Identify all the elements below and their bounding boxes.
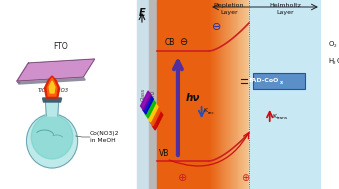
Bar	[239, 0, 240, 189]
Text: K: K	[273, 114, 277, 119]
Polygon shape	[141, 91, 151, 110]
Bar	[234, 0, 235, 189]
Bar	[236, 0, 237, 189]
Bar	[214, 0, 215, 189]
Polygon shape	[17, 77, 85, 84]
Polygon shape	[17, 59, 95, 81]
Bar	[215, 0, 216, 189]
Bar	[242, 0, 243, 189]
Bar	[137, 0, 148, 189]
Bar	[245, 0, 246, 189]
Bar	[212, 0, 213, 189]
Bar	[232, 0, 233, 189]
Bar	[224, 0, 225, 189]
Text: 2: 2	[333, 61, 336, 65]
Bar	[220, 0, 222, 189]
Bar	[235, 0, 236, 189]
Bar	[246, 0, 247, 189]
Text: VB: VB	[159, 149, 170, 158]
Text: Co(NO3)2: Co(NO3)2	[90, 130, 119, 136]
Bar	[227, 0, 228, 189]
Bar	[148, 0, 157, 189]
Text: FAD-CoO: FAD-CoO	[248, 77, 279, 83]
Text: Glass: Glass	[140, 88, 145, 101]
Polygon shape	[145, 99, 156, 118]
Polygon shape	[47, 78, 57, 96]
Bar	[226, 0, 227, 189]
Text: E: E	[139, 8, 145, 18]
Bar	[244, 0, 245, 189]
Bar	[217, 0, 218, 189]
Bar	[219, 0, 220, 189]
Bar	[157, 0, 209, 189]
Bar	[216, 0, 217, 189]
Bar	[229, 0, 230, 189]
Bar	[225, 0, 226, 189]
Bar	[223, 0, 224, 189]
Bar	[211, 0, 212, 189]
Text: O: O	[328, 41, 334, 47]
Text: trans: trans	[277, 116, 288, 120]
Polygon shape	[148, 103, 158, 122]
Polygon shape	[152, 111, 163, 130]
Bar	[209, 0, 210, 189]
Bar	[231, 0, 232, 189]
Text: H: H	[328, 58, 334, 64]
Bar	[233, 0, 234, 189]
Text: Depletion: Depletion	[214, 3, 244, 8]
Bar	[247, 0, 248, 189]
Polygon shape	[150, 107, 160, 126]
Text: ⊖: ⊖	[179, 37, 187, 47]
Bar	[210, 0, 211, 189]
Text: x: x	[280, 80, 283, 84]
Bar	[213, 0, 214, 189]
Bar	[243, 0, 244, 189]
Text: in MeOH: in MeOH	[90, 139, 116, 143]
Bar	[239, 0, 240, 189]
Bar	[248, 0, 249, 189]
Text: rec: rec	[207, 111, 214, 115]
Bar	[230, 0, 231, 189]
Bar	[222, 0, 223, 189]
Bar	[241, 0, 242, 189]
Text: FTO: FTO	[53, 42, 68, 51]
Polygon shape	[143, 95, 153, 114]
Bar	[238, 0, 239, 189]
Text: CB: CB	[165, 38, 175, 47]
Polygon shape	[49, 81, 55, 93]
Polygon shape	[44, 76, 60, 98]
Polygon shape	[17, 63, 30, 83]
Bar	[220, 0, 221, 189]
Circle shape	[26, 114, 78, 168]
Text: hν: hν	[185, 93, 200, 103]
Bar	[237, 0, 238, 189]
Bar	[249, 0, 339, 189]
Text: ⊕: ⊕	[241, 173, 249, 183]
Bar	[253, 73, 305, 89]
Text: Layer: Layer	[276, 10, 294, 15]
Text: O: O	[336, 58, 339, 64]
Text: TiO2/Fe2O3: TiO2/Fe2O3	[37, 87, 68, 92]
Text: FTO: FTO	[151, 90, 155, 99]
Circle shape	[31, 115, 73, 159]
Text: K: K	[203, 108, 207, 114]
Text: Layer: Layer	[220, 10, 238, 15]
Bar	[228, 0, 229, 189]
Bar	[221, 0, 222, 189]
Polygon shape	[45, 102, 59, 116]
Bar	[240, 0, 241, 189]
Bar	[218, 0, 219, 189]
Text: 2: 2	[334, 44, 336, 48]
Polygon shape	[43, 98, 61, 102]
Text: ⊕: ⊕	[178, 173, 188, 183]
Text: ⊖: ⊖	[212, 22, 221, 32]
Text: Helmholtz: Helmholtz	[269, 3, 301, 8]
